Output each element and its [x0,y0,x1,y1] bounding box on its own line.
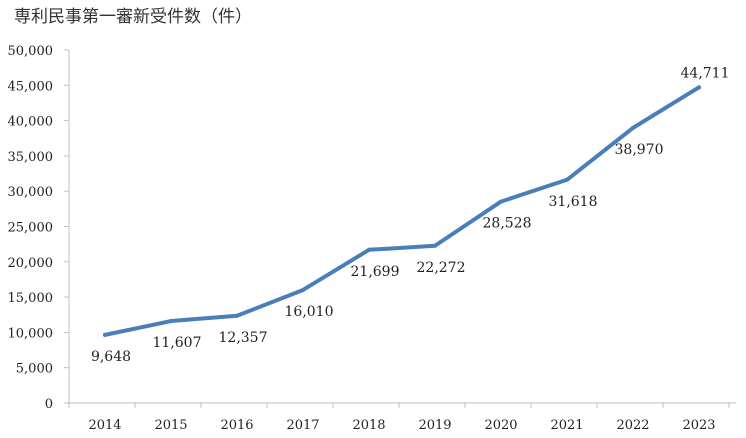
series-group [103,85,701,337]
data-point [367,247,371,252]
x-tick-label: 2020 [484,418,517,433]
data-point [499,199,503,204]
x-tick-label: 2018 [352,418,385,433]
y-tick-label: 35,000 [8,150,54,165]
data-point [169,319,173,324]
y-tick-label: 10,000 [8,326,54,341]
series-line [103,85,701,337]
data-label: 9,648 [91,349,131,365]
y-tick-label: 20,000 [8,256,54,271]
data-point [697,85,701,90]
data-label: 12,357 [219,330,268,346]
y-tick-label: 0 [45,397,53,412]
x-tick-label: 2015 [154,418,187,433]
y-tick-label: 30,000 [8,185,54,200]
data-label: 44,711 [681,65,730,81]
y-tick-label: 15,000 [8,291,54,306]
x-tick-label: 2019 [418,418,451,433]
data-point [433,243,437,248]
x-tick-label: 2014 [88,418,121,433]
x-tick-label: 2023 [682,418,715,433]
x-tick-label: 2022 [616,418,649,433]
y-tick-label: 45,000 [8,79,54,94]
y-axis: 0 5,000 10,000 15,000 20,000 25,000 30,000 35,0… [8,44,70,412]
x-tick-label: 2021 [550,418,583,433]
data-label: 22,272 [417,260,466,276]
data-point [565,177,569,182]
x-axis: 2014 2015 2016 2017 2018 2019 2020 2021 2022 2023 [68,402,736,433]
data-point [103,332,107,337]
data-label: 11,607 [153,335,202,351]
data-labels: 9,648 11,607 12,357 16,010 21,699 22,272 28,52… [91,65,730,365]
y-tick-label: 40,000 [8,115,54,130]
y-tick-label: 25,000 [8,221,54,236]
data-point [301,287,305,292]
data-label: 16,010 [285,304,334,320]
data-label: 28,528 [483,216,532,232]
data-label: 21,699 [351,264,400,280]
x-tick-label: 2017 [286,418,319,433]
data-label: 31,618 [549,194,598,210]
chart-title: 専利民事第一審新受件数（件） [14,7,252,27]
data-label: 38,970 [615,142,664,158]
y-tick-label: 5,000 [16,362,53,377]
y-tick-label: 50,000 [8,44,54,59]
data-point [235,313,239,318]
x-tick-label: 2016 [220,418,253,433]
data-point [631,125,635,130]
